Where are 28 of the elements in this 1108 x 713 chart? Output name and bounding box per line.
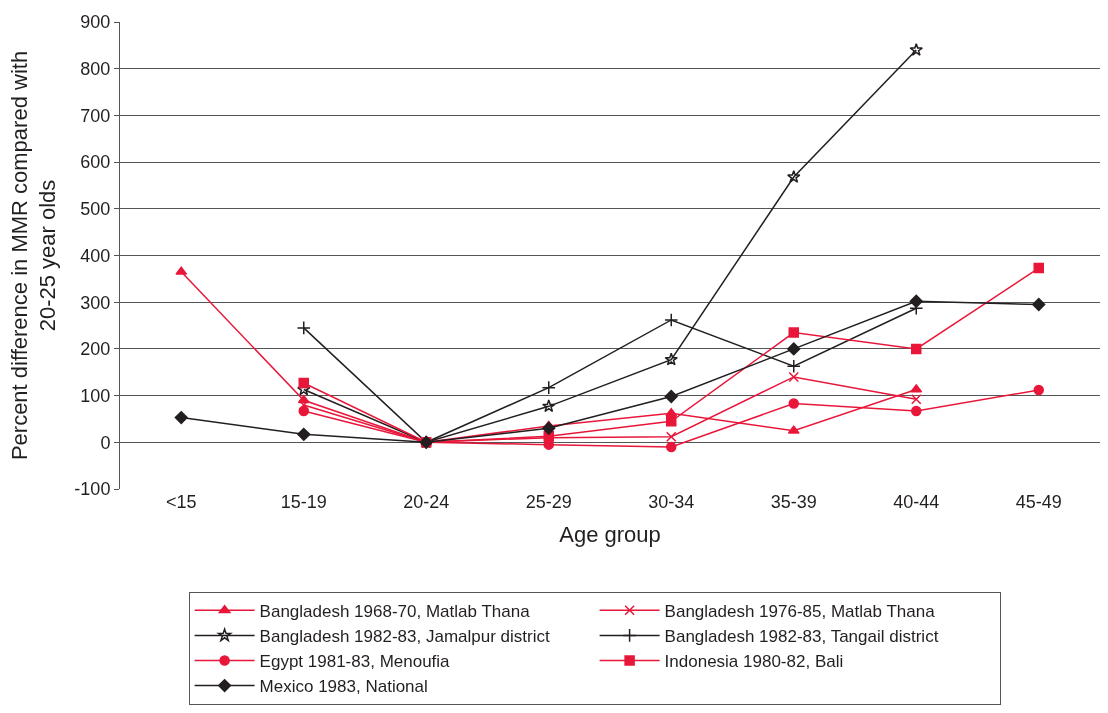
y-tick-label: 0 — [100, 432, 111, 453]
y-axis-title: Percent difference in MMR compared with 20-25 year olds — [6, 50, 61, 461]
x-tick-label: 35-39 — [770, 492, 817, 512]
x-tick-label: 25-29 — [525, 492, 572, 512]
y-tick-label: -100 — [74, 479, 111, 500]
legend-label: Bangladesh 1982-83, Jamalpur district — [259, 627, 550, 647]
legend-label: Bangladesh 1976-85, Matlab Thana — [664, 601, 936, 621]
y-tick-label: 400 — [80, 245, 111, 266]
x-tick-label: 30-34 — [648, 492, 695, 512]
y-tick-label: 100 — [80, 385, 111, 406]
legend-label: Indonesia 1980-82, Bali — [664, 652, 844, 672]
x-tick-label: 20-24 — [403, 492, 450, 512]
x-tick-label: <15 — [165, 492, 197, 512]
x-tick-label: 45-49 — [1015, 492, 1062, 512]
legend-label: Egypt 1981-83, Menoufia — [259, 652, 451, 672]
y-tick-label: 200 — [80, 339, 111, 360]
y-tick-label: 800 — [80, 59, 111, 79]
legend-label: Bangladesh 1968-70, Matlab Thana — [259, 601, 531, 621]
legend-label: Bangladesh 1982-83, Tangail district — [664, 627, 939, 647]
y-tick-label: 600 — [80, 152, 111, 173]
x-tick-label: 40-44 — [893, 492, 940, 512]
legend-label: Mexico 1983, National — [259, 677, 428, 697]
y-tick-label: 700 — [80, 105, 111, 126]
y-tick-label: 900 — [80, 12, 111, 33]
y-tick-label: 300 — [80, 292, 111, 313]
x-axis-title: Age group — [559, 521, 661, 547]
x-tick-label: 15-19 — [280, 492, 327, 512]
y-tick-label: 500 — [80, 199, 111, 220]
